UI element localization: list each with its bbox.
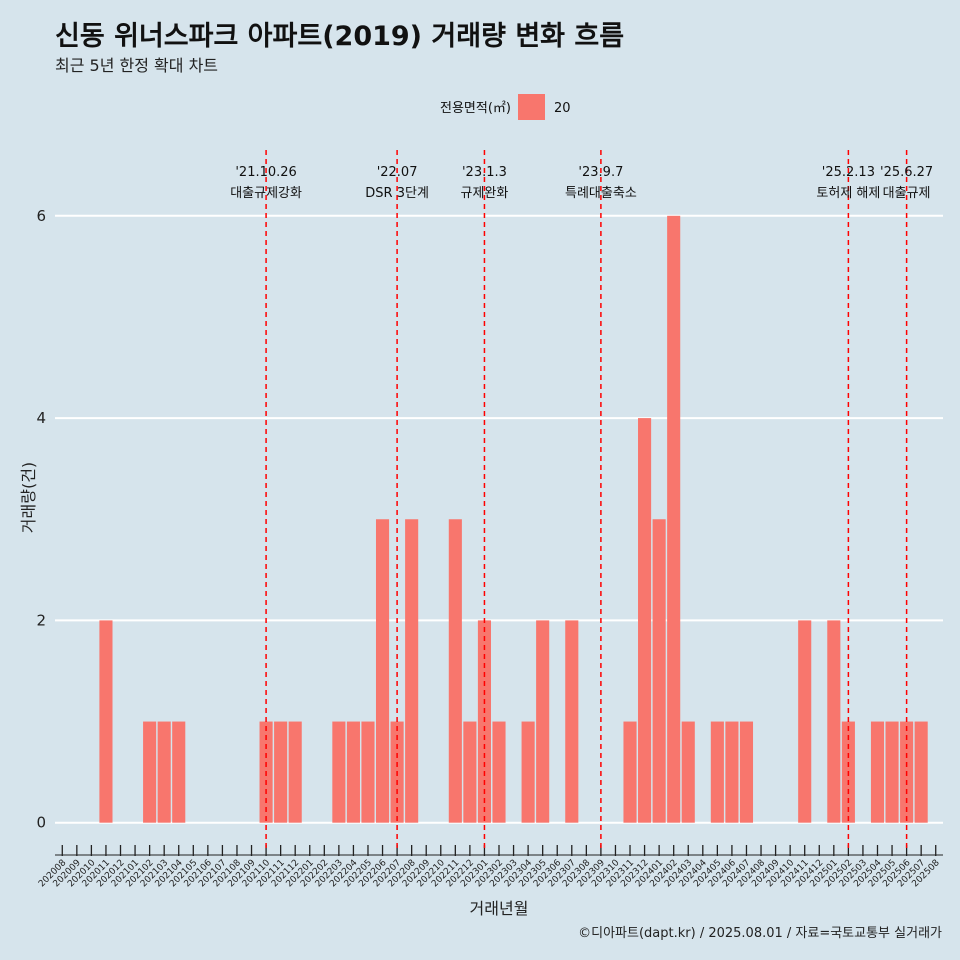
bar-202411[interactable]	[798, 620, 812, 823]
bar-202407[interactable]	[739, 721, 754, 823]
bar-202312[interactable]	[638, 418, 652, 823]
bar-202405[interactable]	[710, 721, 724, 823]
event-date-202301: '23.1.3	[462, 165, 507, 180]
bar-202504[interactable]	[870, 721, 885, 823]
event-label-202301: 규제완화	[461, 186, 509, 201]
event-date-202207: '22.07	[377, 165, 418, 180]
chart-title: 신동 위너스파크 아파트(2019) 거래량 변화 흐름	[55, 21, 625, 52]
bar-202304[interactable]	[521, 721, 535, 823]
bar-202307[interactable]	[565, 620, 579, 823]
bar-202102[interactable]	[143, 721, 157, 823]
bar-202112[interactable]	[288, 721, 302, 823]
y-tick-label-0: 0	[36, 814, 46, 832]
bar-202208[interactable]	[405, 519, 419, 823]
bar-202402[interactable]	[667, 215, 681, 823]
bar-202204[interactable]	[346, 721, 360, 823]
bar-202403[interactable]	[681, 721, 695, 823]
event-label-202506: 대출규제	[883, 186, 931, 201]
x-axis-title: 거래년월	[470, 899, 529, 918]
bar-202111[interactable]	[274, 721, 288, 823]
event-date-202502: '25.2.13	[822, 165, 875, 180]
bar-202104[interactable]	[172, 721, 186, 823]
bar-202311[interactable]	[623, 721, 637, 823]
bar-202212[interactable]	[463, 721, 477, 823]
y-tick-label-4: 4	[36, 409, 46, 427]
bar-202401[interactable]	[652, 519, 666, 823]
event-label-202110: 대출규제강화	[230, 186, 302, 201]
bar-202205[interactable]	[361, 721, 375, 823]
event-label-202502: 토허제 해제	[816, 186, 880, 201]
event-label-202309: 특례대출축소	[565, 186, 637, 201]
legend-title: 전용면적(㎡)	[440, 101, 511, 116]
bar-202103[interactable]	[157, 721, 171, 823]
source-caption: ©디아파트(dapt.kr) / 2025.08.01 / 자료=국토교통부 실…	[578, 926, 942, 941]
bar-202501[interactable]	[827, 620, 841, 823]
bar-202206[interactable]	[375, 519, 390, 823]
event-date-202506: '25.6.27	[880, 165, 933, 180]
bar-202505[interactable]	[885, 721, 899, 823]
legend-label-20: 20	[554, 101, 571, 116]
y-axis-title: 거래량(건)	[19, 462, 38, 533]
event-date-202110: '21.10.26	[235, 165, 296, 180]
y-tick-label-2: 2	[36, 611, 46, 629]
bar-202406[interactable]	[725, 721, 739, 823]
bar-202507[interactable]	[914, 721, 928, 823]
chart-subtitle: 최근 5년 한정 확대 차트	[55, 56, 219, 75]
legend-swatch-20	[518, 94, 545, 120]
bar-202305[interactable]	[536, 620, 550, 823]
event-date-202309: '23.9.7	[578, 165, 623, 180]
bar-202302[interactable]	[492, 721, 506, 823]
bar-202203[interactable]	[332, 721, 346, 823]
bar-202211[interactable]	[448, 519, 462, 823]
y-tick-label-6: 6	[36, 207, 46, 225]
bar-202011[interactable]	[99, 620, 113, 823]
event-label-202207: DSR 3단계	[365, 186, 429, 201]
